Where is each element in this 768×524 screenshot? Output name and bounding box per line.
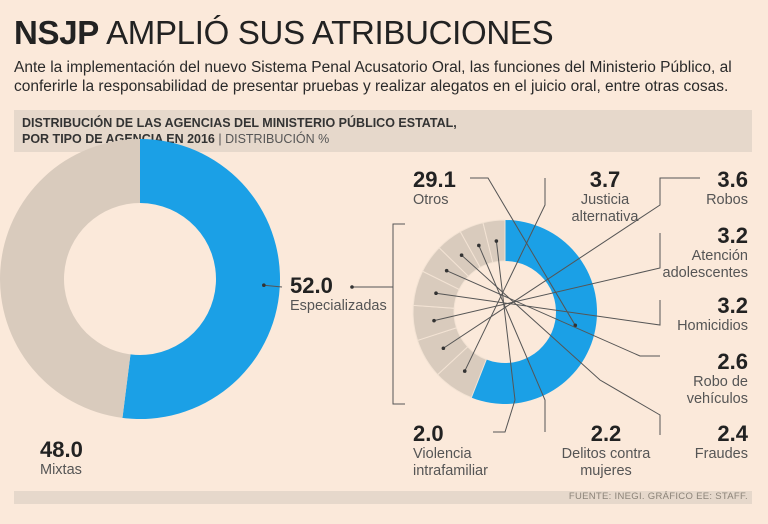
title-bold: NSJP [14,14,100,51]
source-note: FUENTE: INEGI. GRÁFICO EE: STAFF. [568,491,748,502]
leader-dot-fraudes [459,253,464,257]
label-homicidios: 3.2 Homicidios [677,294,748,335]
chart-unit: DISTRIBUCIÓN % [225,132,330,146]
label-atencion-adolescentes: 3.2 Atención adolescentes [663,224,748,282]
leader-robo-de-vehiculos [446,270,660,357]
leader-dot-homicidios [434,291,438,296]
value-violencia-intrafamiliar: 2.0 [413,421,444,446]
slice-especializadas [122,139,281,420]
slice-otros [471,219,598,405]
label-robos: 3.6 Robos [706,168,748,209]
category-justicia-line-2: alternativa [571,209,639,225]
label-robo-vehiculos: 2.6 Robo de vehículos [687,350,748,408]
label-violencia-intrafamiliar: 2.0 Violencia intrafamiliar [413,422,488,480]
category-robo-vehiculos-line-1: Robo de [693,374,748,390]
leader-dot-delitos-contra-mujeres [477,243,481,248]
leader-dot-robo-de-vehiculos [444,268,449,273]
category-violencia-line-1: Violencia [413,446,472,462]
category-justicia-line-1: Justicia [580,192,630,208]
label-especializadas: 52.0 Especializadas [290,274,387,315]
leader-dot-justicia-alternativa [462,369,467,373]
leader-dot-otros [573,323,578,328]
leader-dot-atencion-adolescentes [432,318,436,323]
slice-violencia-intrafamiliar [482,219,506,264]
category-mixtas: Mixtas [40,462,82,478]
leader-violencia-intrafamiliar [493,240,516,433]
especializadas-leader-dot [350,285,354,289]
chart-title-separator: | [214,132,226,146]
leader-dot-robos [441,346,446,351]
page-title: NSJP AMPLIÓ SUS ATRIBUCIONES [14,14,554,52]
value-justicia-alternativa: 3.7 [589,167,621,192]
label-otros: 29.1 Otros [413,168,456,209]
value-especializadas: 52.0 [290,273,333,298]
leader-justicia-alternativa [464,178,546,372]
especializadas-slice-dot [262,283,266,287]
value-robos: 3.6 [717,167,748,192]
category-atencion-line-1: Atención [691,248,748,264]
category-delitos-line-2: mujeres [580,463,632,479]
category-homicidios: Homicidios [677,318,748,334]
leader-dot-violencia-intrafamiliar [494,239,499,243]
title-rest: AMPLIÓ SUS ATRIBUCIONES [99,14,554,51]
leader-robos [443,177,700,349]
bracket-line [392,223,405,405]
leader-fraudes [461,254,661,435]
label-mixtas: 48.0 Mixtas [40,438,83,479]
value-atencion-adolescentes: 3.2 [717,223,748,248]
category-fraudes: Fraudes [694,446,748,462]
label-delitos-mujeres: 2.2 Delitos contra mujeres [553,422,659,480]
subtitle: Ante la implementación del nuevo Sistema… [14,59,732,95]
value-mixtas: 48.0 [40,437,83,462]
category-robo-vehiculos-line-2: vehículos [686,391,748,407]
especializadas-slice-leader [263,284,283,288]
value-delitos-mujeres: 2.2 [590,421,622,446]
value-robo-vehiculos: 2.6 [717,349,748,374]
category-robos: Robos [706,192,748,208]
slice-mixtas [0,139,141,418]
chart-title-line-1: DISTRIBUCIÓN DE LAS AGENCIAS DEL MINISTE… [22,116,457,130]
category-violencia-line-2: intrafamiliar [413,463,488,479]
label-justicia-alternativa: 3.7 Justicia alternativa [562,168,648,226]
leader-homicidios [435,292,661,326]
category-otros: Otros [413,192,449,208]
leader-atencion-adolescentes [433,233,661,322]
category-delitos-line-1: Delitos contra [561,446,651,462]
value-homicidios: 3.2 [717,293,748,318]
category-atencion-line-2: adolescentes [662,265,748,281]
footer-band [14,491,752,504]
value-fraudes: 2.4 [717,421,748,446]
value-otros: 29.1 [413,167,456,192]
category-especializadas: Especializadas [290,298,387,314]
label-fraudes: 2.4 Fraudes [695,422,748,463]
leader-otros [470,177,576,326]
leader-delitos-contra-mujeres [478,245,546,432]
